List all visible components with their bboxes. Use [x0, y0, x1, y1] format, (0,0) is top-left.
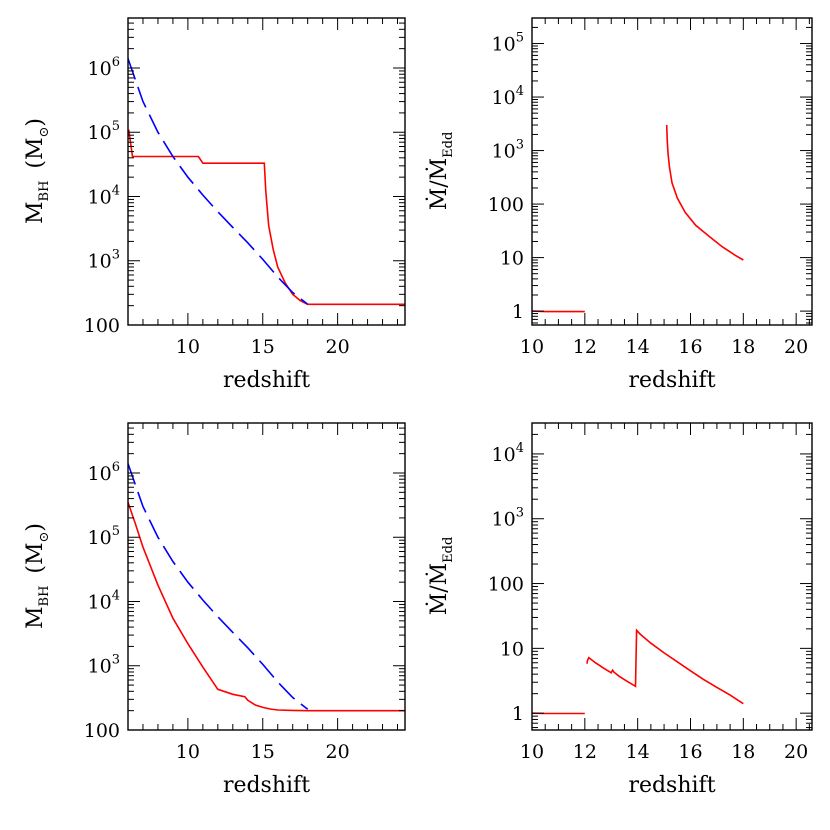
- y-tick-label: 106: [88, 55, 120, 80]
- y-axis-title: Ṁ/ṀEdd: [425, 132, 456, 211]
- y-tick-label: 103: [88, 248, 120, 273]
- x-tick-label: 14: [626, 336, 650, 358]
- x-tick-label: 10: [520, 741, 544, 763]
- x-tick-label: 12: [573, 336, 597, 358]
- y-tick-label: 104: [88, 588, 120, 613]
- series-2-line: [665, 124, 744, 261]
- series-1-line: [128, 502, 405, 712]
- y-axis-title: Ṁ/ṀEdd: [425, 537, 456, 616]
- x-axis-title: redshift: [223, 368, 310, 393]
- plot-frame: [531, 422, 813, 731]
- y-tick-label: 10: [500, 248, 524, 270]
- x-tick-label: 15: [251, 741, 275, 763]
- y-tick-label: 100: [84, 720, 120, 742]
- x-tick-label: 16: [678, 336, 702, 358]
- x-tick-label: 15: [251, 336, 275, 358]
- x-axis-title: redshift: [628, 773, 715, 798]
- x-tick-label: 20: [784, 741, 808, 763]
- panel-4: 10 12 14 16 18 20 1 10 100 103 104 redshift Ṁ/ṀEdd: [425, 422, 813, 798]
- y-tick-label: 103: [492, 138, 524, 163]
- panel-2: 10 12 14 16 18 20 1 10 100 103 104 105 redshift Ṁ/ṀEd…: [425, 17, 813, 393]
- x-tick-label: 20: [326, 741, 350, 763]
- y-tick-label: 105: [88, 524, 120, 549]
- y-tick-label: 105: [88, 119, 120, 144]
- y-tick-label: 10: [500, 638, 524, 660]
- x-tick-label: 16: [678, 741, 702, 763]
- panel-1: 10 15 20 100 103 104 105 106 redshift MBH(M⊙): [23, 17, 406, 393]
- y-tick-label: 105: [492, 31, 524, 56]
- x-tick-label: 10: [176, 741, 200, 763]
- series-2-line: [128, 463, 309, 710]
- y-tick-label: 100: [488, 194, 524, 216]
- x-tick-label: 14: [626, 741, 650, 763]
- x-tick-label: 10: [520, 336, 544, 358]
- y-tick-label: 104: [492, 84, 524, 109]
- series-1-line: [128, 129, 405, 306]
- x-tick-label: 18: [731, 741, 755, 763]
- x-tick-label: 20: [784, 336, 808, 358]
- y-tick-label: 1: [512, 703, 524, 725]
- series-2-line: [586, 628, 744, 705]
- panel-3: 10 15 20 100 103 104 105 106 redshift MBH(M⊙): [23, 422, 406, 798]
- y-tick-label: 100: [84, 315, 120, 337]
- plot-frame: [531, 17, 813, 326]
- y-tick-label: 103: [88, 653, 120, 678]
- plot-frame: [127, 422, 406, 731]
- x-tick-label: 12: [573, 741, 597, 763]
- y-tick-label: 104: [492, 441, 524, 466]
- y-tick-label: 104: [88, 183, 120, 208]
- x-tick-label: 20: [326, 336, 350, 358]
- y-axis-title: MBH(M⊙): [23, 118, 52, 224]
- y-tick-label: 106: [88, 460, 120, 485]
- x-tick-label: 18: [731, 336, 755, 358]
- y-tick-label: 103: [492, 506, 524, 531]
- y-tick-label: 1: [512, 301, 524, 323]
- x-axis-title: redshift: [628, 368, 715, 393]
- plot-frame: [127, 17, 406, 326]
- series-2-line: [128, 58, 309, 305]
- y-tick-label: 100: [488, 574, 524, 596]
- x-tick-label: 10: [176, 336, 200, 358]
- x-axis-title: redshift: [223, 773, 310, 798]
- y-axis-title: MBH(M⊙): [23, 523, 52, 629]
